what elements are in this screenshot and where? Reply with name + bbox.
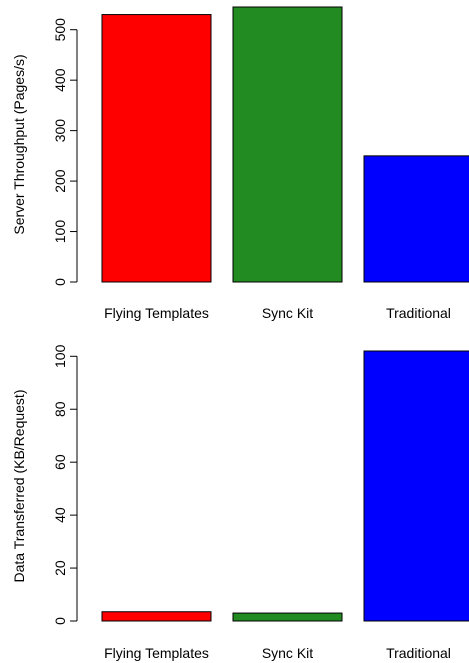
y-tick-label: 300 [52,119,68,143]
y-tick-label: 0 [52,617,68,625]
bar-flying-templates [101,14,212,283]
y-tick-label: 80 [52,401,68,417]
category-label: Traditional [386,305,451,321]
y-tick-label: 40 [52,507,68,523]
bar-traditional [363,155,469,283]
bar-flying-templates [101,611,212,622]
data-transferred-chart: Flying Templates Sync Kit Traditional 0 20 40… [11,344,469,661]
y-axis-title: Data Transferred (KB/Request) [11,390,27,583]
category-label: Traditional [386,645,451,661]
y-tick-label: 0 [52,278,68,286]
y-tick-label: 100 [52,344,68,368]
y-tick-label: 60 [52,454,68,470]
y-tick-label: 500 [52,18,68,42]
category-label: Flying Templates [104,305,209,321]
bar-sync-kit [232,6,343,283]
bar-traditional [363,350,469,622]
y-axis-title: Server Throughput (Pages/s) [11,54,27,234]
throughput-chart: Flying Templates Sync Kit Traditional 0 100 2… [11,6,469,321]
y-tick-label: 400 [52,68,68,92]
category-label: Sync Kit [262,305,313,321]
category-label: Flying Templates [104,645,209,661]
y-tick-label: 100 [52,220,68,244]
y-tick-label: 200 [52,169,68,193]
y-tick-label: 20 [52,560,68,576]
bar-sync-kit [232,612,343,622]
category-label: Sync Kit [262,645,313,661]
